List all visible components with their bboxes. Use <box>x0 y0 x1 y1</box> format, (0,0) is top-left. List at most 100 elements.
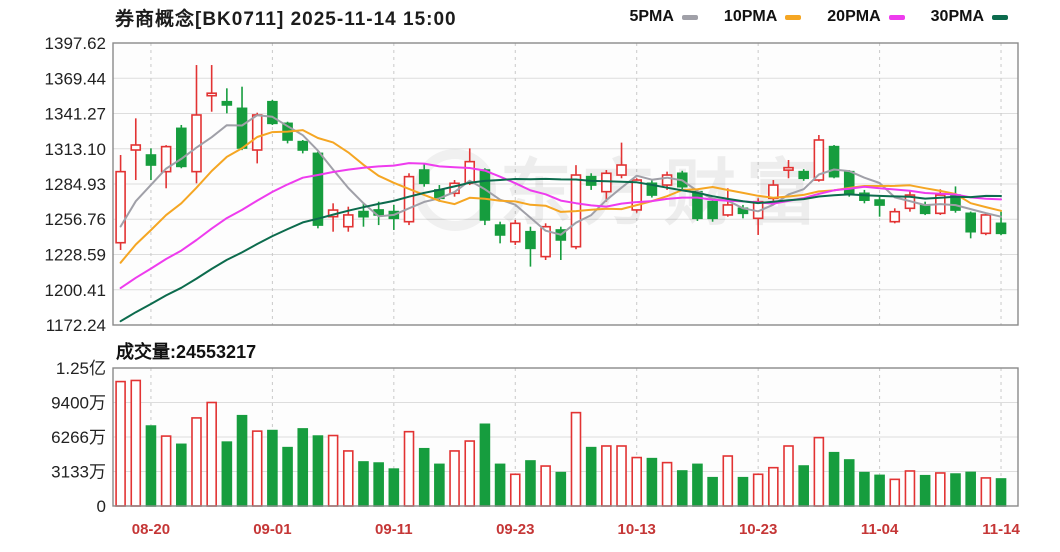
volume-bar-09-24[interactable] <box>525 460 536 507</box>
volume-bar-09-26[interactable] <box>555 471 567 507</box>
candle-08-26[interactable] <box>206 92 217 97</box>
volume-bar-08-29[interactable] <box>251 430 263 507</box>
volume-bar-08-20[interactable] <box>145 425 157 507</box>
candle-10-21[interactable] <box>722 204 734 216</box>
candle-10-20[interactable] <box>707 200 718 220</box>
candle-08-28[interactable] <box>236 107 248 149</box>
volume-bar-08-27[interactable] <box>221 441 233 507</box>
volume-bar-09-11[interactable] <box>388 468 400 507</box>
candle-08-20[interactable] <box>145 154 157 166</box>
legend-item-10pma[interactable]: 10PMA <box>724 8 802 26</box>
volume-bar-11-10[interactable] <box>935 472 946 507</box>
volume-bar-09-15[interactable] <box>418 447 430 507</box>
volume-bar-11-12[interactable] <box>965 471 976 507</box>
volume-bar-09-16[interactable] <box>434 463 445 507</box>
candle-10-13[interactable] <box>631 179 643 211</box>
volume-bar-09-02[interactable] <box>282 446 293 507</box>
candle-08-21[interactable] <box>160 145 172 173</box>
candle-09-23[interactable] <box>509 222 521 243</box>
candle-09-12[interactable] <box>403 175 415 223</box>
candle-10-17[interactable] <box>692 190 703 220</box>
volume-bar-11-04[interactable] <box>874 474 885 507</box>
legend-item-20pma[interactable]: 20PMA <box>827 8 905 26</box>
candle-08-25[interactable] <box>191 114 202 173</box>
candle-08-18[interactable] <box>115 170 126 244</box>
volume-bar-09-04[interactable] <box>312 435 324 507</box>
candle-08-19[interactable] <box>130 144 142 151</box>
candle-09-01[interactable] <box>267 100 278 125</box>
candle-11-07[interactable] <box>919 204 931 215</box>
candle-11-03[interactable] <box>859 192 870 201</box>
volume-bar-10-29[interactable] <box>813 436 825 507</box>
volume-bar-11-14[interactable] <box>995 478 1007 507</box>
volume-bar-10-31[interactable] <box>843 459 855 507</box>
candle-11-05[interactable] <box>889 210 901 223</box>
volume-bar-09-29[interactable] <box>570 411 582 507</box>
volume-bar-10-20[interactable] <box>707 476 718 507</box>
volume-bar-11-06[interactable] <box>904 470 916 507</box>
volume-bar-09-30[interactable] <box>585 446 597 507</box>
volume-bar-09-01[interactable] <box>267 429 278 507</box>
volume-bar-11-05[interactable] <box>889 478 901 507</box>
candle-09-22[interactable] <box>494 224 506 236</box>
candle-10-10[interactable] <box>616 164 627 176</box>
candle-11-14[interactable] <box>995 222 1007 235</box>
candle-08-22[interactable] <box>176 127 187 168</box>
legend-item-30pma[interactable]: 30PMA <box>931 8 1008 26</box>
volume-bar-10-30[interactable] <box>828 451 840 507</box>
volume-bar-09-10[interactable] <box>373 462 384 507</box>
volume-bar-09-19[interactable] <box>479 423 491 507</box>
volume-bar-09-23[interactable] <box>509 473 521 507</box>
volume-bar-10-22[interactable] <box>737 476 749 507</box>
volume-bar-10-16[interactable] <box>676 470 688 507</box>
volume-bar-08-26[interactable] <box>206 401 217 507</box>
volume-bar-09-03[interactable] <box>297 428 309 507</box>
candle-09-19[interactable] <box>479 169 491 221</box>
volume-bar-11-07[interactable] <box>919 474 931 507</box>
candle-10-15[interactable] <box>661 174 673 186</box>
candle-10-14[interactable] <box>646 182 658 196</box>
volume-bar-09-22[interactable] <box>494 463 506 507</box>
volume-bar-10-14[interactable] <box>646 457 658 507</box>
candle-10-09[interactable] <box>601 172 612 193</box>
candle-09-24[interactable] <box>525 230 536 250</box>
volume-bar-10-21[interactable] <box>722 455 734 507</box>
volume-bar-09-12[interactable] <box>403 430 415 507</box>
candle-10-24[interactable] <box>768 184 779 200</box>
volume-bar-10-15[interactable] <box>661 461 673 507</box>
candle-08-27[interactable] <box>221 100 233 106</box>
volume-bar-08-19[interactable] <box>130 379 142 507</box>
volume-bar-11-11[interactable] <box>950 473 961 507</box>
candle-10-29[interactable] <box>813 139 825 181</box>
volume-bar-09-25[interactable] <box>540 465 551 507</box>
candle-09-25[interactable] <box>540 225 551 258</box>
candle-09-15[interactable] <box>418 169 430 185</box>
candle-11-13[interactable] <box>980 214 992 235</box>
volume-bar-10-27[interactable] <box>783 445 794 507</box>
candle-09-03[interactable] <box>297 140 309 151</box>
candle-10-30[interactable] <box>828 145 840 178</box>
volume-bar-11-13[interactable] <box>980 477 992 507</box>
candle-11-04[interactable] <box>874 199 885 206</box>
volume-bar-11-03[interactable] <box>859 471 870 507</box>
volume-bar-09-17[interactable] <box>449 450 460 507</box>
volume-bar-08-21[interactable] <box>160 435 172 507</box>
volume-bar-09-09[interactable] <box>358 461 369 507</box>
candle-10-27[interactable] <box>783 166 794 171</box>
legend-item-5pma[interactable]: 5PMA <box>629 8 698 26</box>
candle-09-09[interactable] <box>358 210 369 218</box>
volume-bar-09-05[interactable] <box>327 434 339 507</box>
volume-bar-09-18[interactable] <box>464 440 476 507</box>
volume-bar-10-23[interactable] <box>752 473 764 507</box>
candle-09-08[interactable] <box>342 214 354 228</box>
volume-bar-10-09[interactable] <box>601 445 612 507</box>
volume-bar-10-17[interactable] <box>692 463 703 507</box>
candle-11-12[interactable] <box>965 212 976 233</box>
candle-09-04[interactable] <box>312 152 324 226</box>
candle-10-28[interactable] <box>798 170 809 180</box>
volume-bar-10-24[interactable] <box>768 466 779 507</box>
volume-bar-10-13[interactable] <box>631 456 643 507</box>
candle-10-31[interactable] <box>843 170 855 195</box>
candle-08-29[interactable] <box>251 114 263 151</box>
